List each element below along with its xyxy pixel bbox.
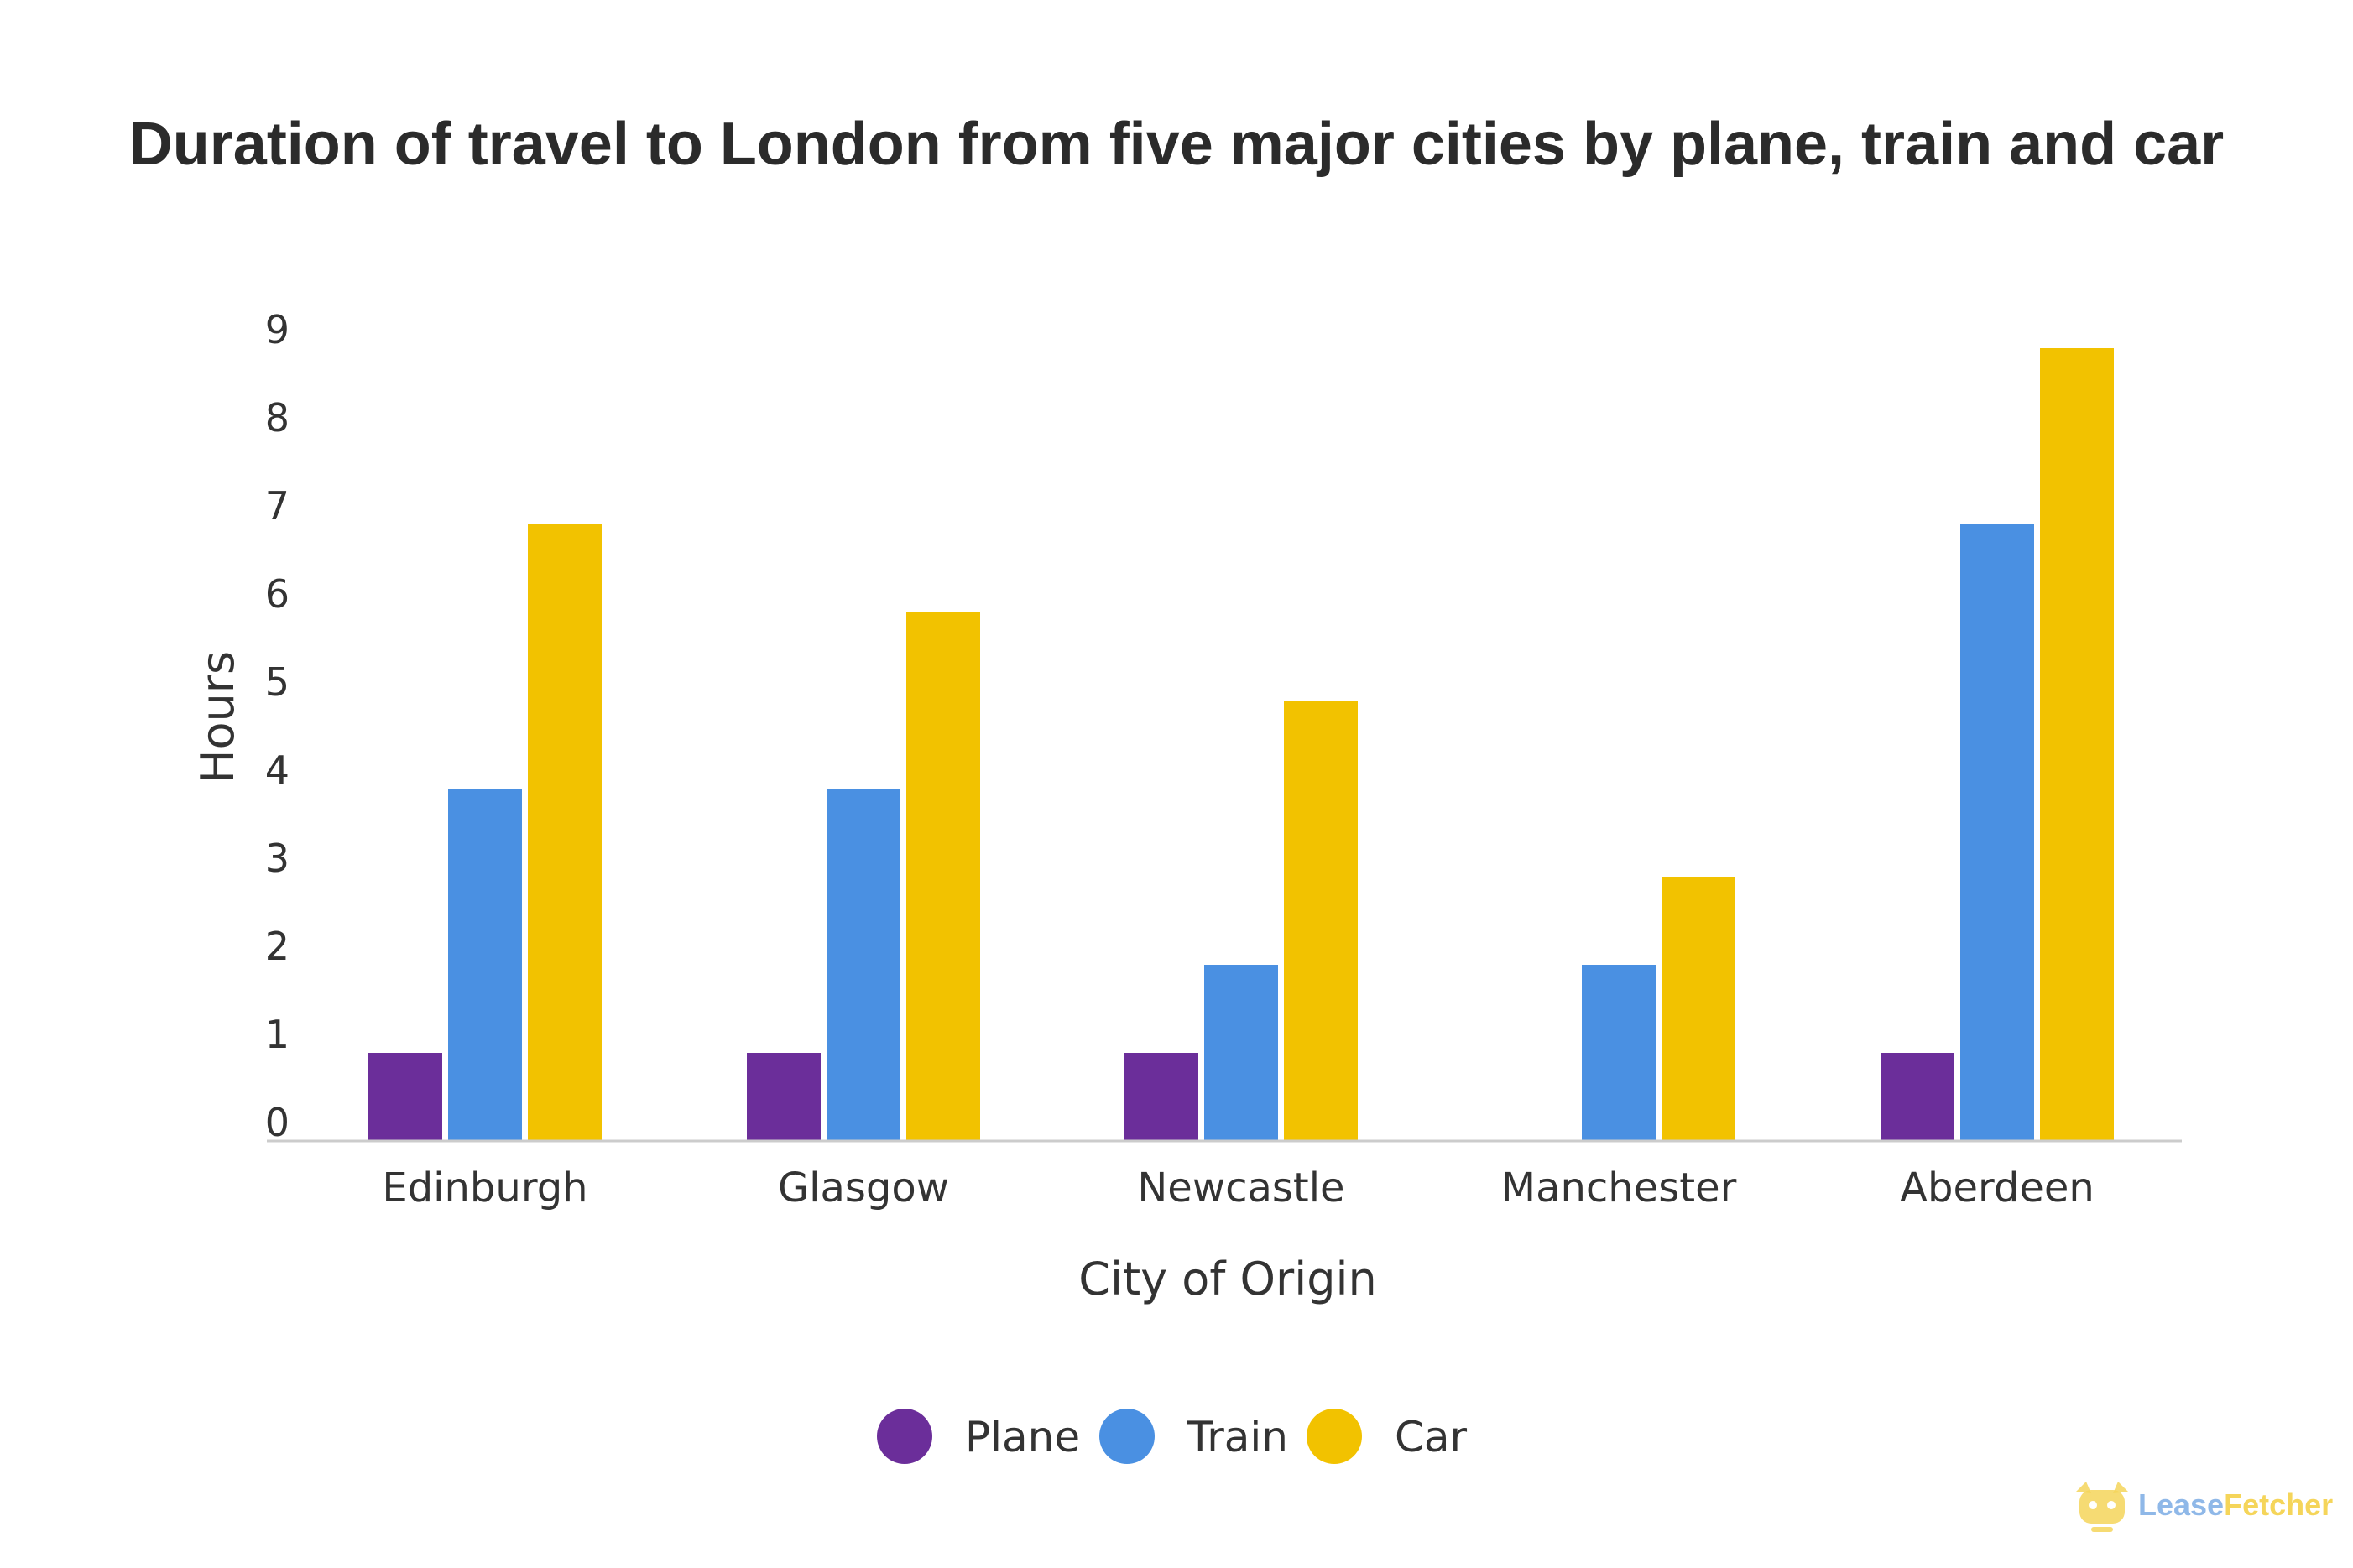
y-tick-label: 9 xyxy=(265,307,290,352)
y-tick-label: 2 xyxy=(265,924,290,969)
bar-train-manchester xyxy=(1582,965,1656,1141)
bar-car-edinburgh xyxy=(528,524,602,1141)
y-tick-label: 5 xyxy=(265,659,290,705)
bar-train-glasgow xyxy=(827,789,900,1141)
legend-swatch-train xyxy=(1099,1409,1155,1464)
y-tick-label: 1 xyxy=(265,1012,290,1057)
y-tick-label: 8 xyxy=(265,395,290,440)
watermark-text-fetcher: Fetcher xyxy=(2224,1487,2333,1522)
svg-text:LeaseFetcher: LeaseFetcher xyxy=(2138,1487,2333,1522)
bar-train-aberdeen xyxy=(1960,524,2034,1141)
watermark-logo: LeaseFetcher xyxy=(2076,1482,2333,1532)
bar-plane-newcastle xyxy=(1124,1053,1198,1141)
bar-car-glasgow xyxy=(906,612,980,1141)
bar-plane-aberdeen xyxy=(1881,1053,1954,1141)
y-axis-title: Hours xyxy=(191,651,244,784)
x-axis-title: City of Origin xyxy=(1078,1253,1376,1305)
bar-car-aberdeen xyxy=(2040,348,2114,1141)
x-tick-label: Glasgow xyxy=(778,1164,949,1211)
dog-icon xyxy=(2076,1482,2128,1532)
bar-train-edinburgh xyxy=(448,789,522,1141)
y-tick-label: 3 xyxy=(265,836,290,881)
x-tick-label: Newcastle xyxy=(1137,1164,1344,1211)
y-tick-label: 4 xyxy=(265,748,290,793)
legend-swatch-plane xyxy=(877,1409,932,1464)
legend: Plane Train Car xyxy=(877,1409,1468,1464)
bar-plane-glasgow xyxy=(747,1053,821,1141)
x-tick-label: Edinburgh xyxy=(382,1164,587,1211)
chart-title: Duration of travel to London from five m… xyxy=(129,111,2224,178)
bar-car-manchester xyxy=(1662,877,1735,1141)
x-axis: Edinburgh Glasgow Newcastle Manchester Aberd… xyxy=(382,1164,2094,1211)
bars xyxy=(368,348,2114,1141)
bar-train-newcastle xyxy=(1204,965,1278,1141)
y-tick-label: 7 xyxy=(265,483,290,529)
y-tick-label: 6 xyxy=(265,571,290,617)
y-axis: 0 1 2 3 4 5 6 7 8 9 xyxy=(265,307,290,1145)
legend-label-car: Car xyxy=(1395,1413,1468,1461)
y-tick-label: 0 xyxy=(265,1100,290,1145)
x-tick-label: Aberdeen xyxy=(1900,1164,2095,1211)
watermark-text-lease: Lease xyxy=(2138,1487,2224,1522)
legend-swatch-car xyxy=(1307,1409,1362,1464)
bar-car-newcastle xyxy=(1284,701,1358,1141)
bar-plane-edinburgh xyxy=(368,1053,442,1141)
legend-label-plane: Plane xyxy=(965,1413,1080,1461)
legend-label-train: Train xyxy=(1187,1413,1288,1461)
x-tick-label: Manchester xyxy=(1501,1164,1737,1211)
